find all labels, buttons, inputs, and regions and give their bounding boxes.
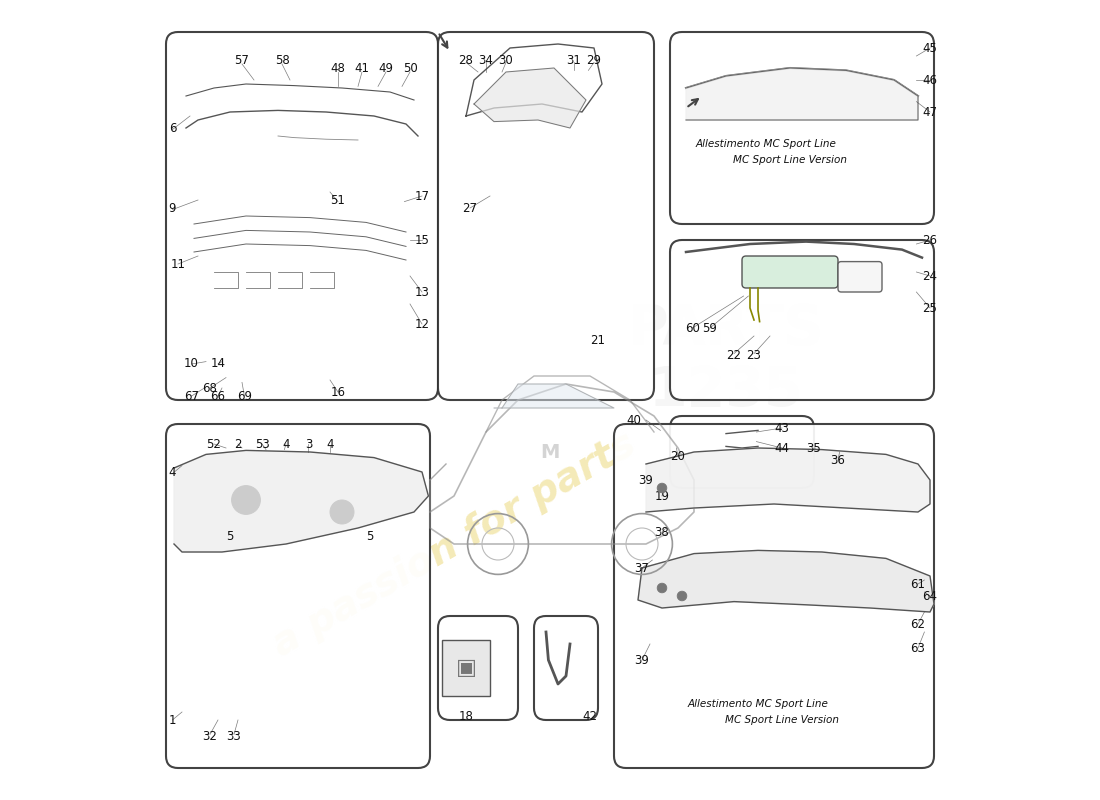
Text: 26: 26	[923, 234, 937, 246]
Text: M: M	[540, 442, 560, 462]
FancyBboxPatch shape	[670, 416, 814, 488]
Text: 10: 10	[184, 358, 199, 370]
Text: 30: 30	[498, 54, 514, 66]
Text: 33: 33	[227, 730, 241, 742]
Text: PARTS
1235: PARTS 1235	[628, 302, 824, 418]
Polygon shape	[494, 384, 614, 408]
Text: 35: 35	[806, 442, 822, 454]
Text: 5: 5	[227, 530, 233, 542]
Text: 15: 15	[415, 234, 429, 246]
Text: 19: 19	[654, 490, 670, 502]
Circle shape	[657, 583, 667, 593]
Text: 64: 64	[923, 590, 937, 602]
Text: ▣: ▣	[455, 658, 476, 678]
Text: 62: 62	[911, 618, 925, 630]
FancyBboxPatch shape	[614, 424, 934, 768]
Text: 43: 43	[774, 422, 790, 434]
Text: 21: 21	[591, 334, 605, 346]
FancyBboxPatch shape	[670, 240, 934, 400]
Text: 41: 41	[354, 62, 370, 74]
Text: 29: 29	[586, 54, 602, 66]
Text: 13: 13	[415, 286, 429, 298]
FancyBboxPatch shape	[670, 32, 934, 224]
Text: 49: 49	[378, 62, 394, 74]
Text: 39: 39	[635, 654, 649, 666]
Text: 11: 11	[170, 258, 186, 270]
Text: 4: 4	[283, 438, 289, 450]
Text: a passion for parts: a passion for parts	[266, 424, 642, 664]
Polygon shape	[638, 550, 934, 612]
Text: 24: 24	[923, 270, 937, 282]
Text: 36: 36	[830, 454, 846, 466]
Text: 17: 17	[415, 190, 429, 202]
Text: 23: 23	[747, 350, 761, 362]
Text: 51: 51	[331, 194, 345, 206]
Text: 52: 52	[207, 438, 221, 450]
Text: 25: 25	[923, 302, 937, 314]
Text: 59: 59	[703, 322, 717, 334]
Text: 46: 46	[923, 74, 937, 86]
Text: 69: 69	[236, 390, 252, 402]
Text: 63: 63	[911, 642, 925, 654]
Text: MC Sport Line Version: MC Sport Line Version	[725, 715, 839, 725]
Text: 18: 18	[459, 710, 473, 722]
Polygon shape	[174, 450, 428, 552]
Text: 22: 22	[726, 350, 741, 362]
Text: 39: 39	[639, 474, 653, 486]
Text: 5: 5	[366, 530, 374, 542]
Text: 31: 31	[566, 54, 582, 66]
Text: 1: 1	[168, 714, 176, 726]
Text: Allestimento MC Sport Line: Allestimento MC Sport Line	[695, 139, 836, 149]
Text: 53: 53	[254, 438, 270, 450]
Text: 2: 2	[234, 438, 242, 450]
Text: 28: 28	[459, 54, 473, 66]
FancyBboxPatch shape	[166, 424, 430, 768]
Text: 61: 61	[911, 578, 925, 590]
Text: 58: 58	[275, 54, 289, 66]
Text: 48: 48	[331, 62, 345, 74]
Text: 47: 47	[923, 106, 937, 118]
Text: 20: 20	[671, 450, 685, 462]
Circle shape	[678, 591, 686, 601]
Text: 42: 42	[583, 710, 597, 722]
Text: 67: 67	[184, 390, 199, 402]
Text: 57: 57	[234, 54, 250, 66]
Text: MC Sport Line Version: MC Sport Line Version	[733, 155, 847, 165]
Text: 44: 44	[774, 442, 790, 454]
Text: 66: 66	[210, 390, 225, 402]
Text: 14: 14	[210, 358, 225, 370]
Text: 50: 50	[403, 62, 417, 74]
Polygon shape	[474, 68, 586, 128]
Text: 12: 12	[415, 318, 429, 330]
Text: 34: 34	[478, 54, 494, 66]
Text: 3: 3	[305, 438, 312, 450]
Text: 27: 27	[462, 202, 477, 214]
FancyBboxPatch shape	[438, 32, 654, 400]
Circle shape	[232, 486, 261, 514]
Text: 4: 4	[168, 466, 176, 478]
Text: Allestimento MC Sport Line: Allestimento MC Sport Line	[688, 699, 828, 709]
Text: 37: 37	[635, 562, 649, 574]
Polygon shape	[646, 448, 930, 512]
Circle shape	[330, 500, 354, 524]
FancyBboxPatch shape	[838, 262, 882, 292]
Text: 6: 6	[168, 122, 176, 134]
FancyBboxPatch shape	[166, 32, 438, 400]
FancyBboxPatch shape	[742, 256, 838, 288]
Bar	[442, 640, 490, 696]
Text: 38: 38	[654, 526, 670, 538]
FancyBboxPatch shape	[438, 616, 518, 720]
Text: 32: 32	[202, 730, 218, 742]
Text: 40: 40	[627, 414, 641, 426]
Text: 68: 68	[202, 382, 218, 394]
FancyBboxPatch shape	[534, 616, 598, 720]
Circle shape	[657, 483, 667, 493]
Text: 9: 9	[168, 202, 176, 214]
Text: 4: 4	[327, 438, 333, 450]
Text: 16: 16	[330, 386, 345, 398]
Polygon shape	[686, 68, 918, 120]
Text: 45: 45	[923, 42, 937, 54]
Text: 60: 60	[685, 322, 700, 334]
